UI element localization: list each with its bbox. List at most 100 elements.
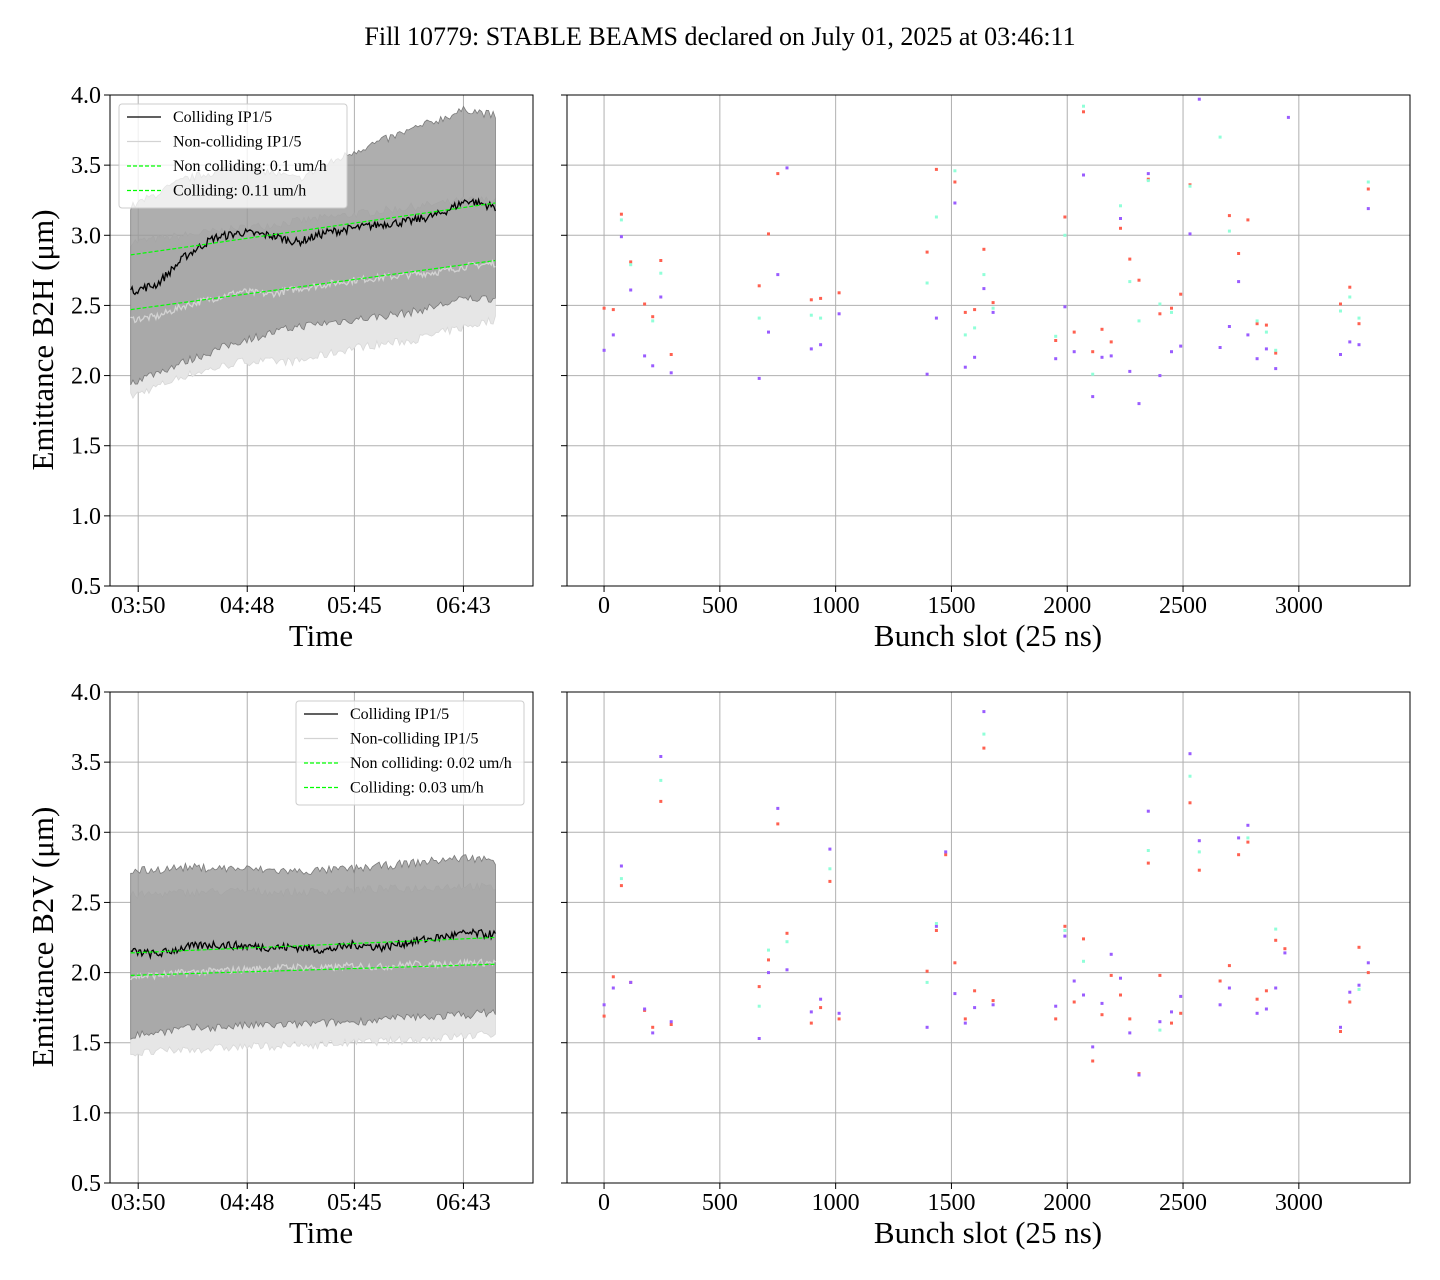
b2v-bunch-bunch-point	[1227, 964, 1231, 968]
b2v-bunch-bunch-point	[1348, 990, 1352, 994]
b2h-bunch-bunch-point	[757, 376, 761, 380]
b2v-bunch-xtick-label: 2500	[1159, 1190, 1207, 1216]
b2v-bunch-bunch-point	[1188, 752, 1192, 756]
b2v-bunch-bunch-point	[963, 1021, 967, 1025]
b2h-bunch-bunch-point	[1054, 357, 1058, 361]
b2h-bunch-bunch-point	[1082, 173, 1085, 177]
b2v-bunch-bunch-point	[643, 1007, 647, 1011]
b2v-bunch-bunch-point	[1063, 924, 1067, 928]
b2v-bunch-bunch-point	[1072, 1000, 1076, 1004]
b2v-bunch-bunch-point	[1082, 993, 1085, 997]
b2v-bunch-bunch-point	[785, 940, 789, 944]
b2v-bunch-bunch-point	[1339, 1030, 1342, 1033]
b2v-bunch-bunch-point	[1100, 1001, 1104, 1005]
b2h-bunch-bunch-point	[973, 326, 977, 330]
b2h-bunch-bunch-point	[1091, 395, 1095, 399]
b2h-bunch-bunch-point	[1348, 340, 1352, 344]
b2v-time-ytick-label: 4.0	[71, 680, 101, 706]
b2h-bunch-bunch-point	[659, 295, 663, 299]
b2v-bunch-bunch-point	[611, 986, 615, 990]
b2v-bunch-bunch-point	[776, 806, 780, 810]
b2h-legend: Colliding IP1/5 Non-colliding IP1/5 Non co…	[118, 103, 348, 209]
b2h-bunch-xtick-label: 500	[702, 593, 738, 619]
b2h-time-legend-label: Non colliding: 0.1 um/h	[173, 158, 327, 175]
b2h-bunch-bunch-point	[1366, 187, 1370, 191]
b2v-bunch-bunch-point	[991, 1003, 995, 1007]
b2v-bunch-bunch-point	[1146, 849, 1150, 852]
b2h-bunch-bunch-point	[991, 310, 995, 314]
b2h-bunch-bunch-point	[1197, 97, 1201, 101]
b2h-bunch-bunch-point	[1072, 350, 1076, 354]
b2v-time-legend-box	[295, 700, 525, 806]
b2h-bunch-bunch-point	[1146, 172, 1150, 176]
b2v-bunch-bunch-point	[828, 847, 832, 851]
b2h-bunch-bunch-point	[1158, 374, 1162, 378]
b2h-bunch-bunch-point	[1218, 346, 1222, 349]
b2h-bunch-bunch-point	[619, 235, 623, 239]
b2h-time-non-colliding-line	[130, 258, 496, 324]
b2v-bunch-bunch-point	[819, 1006, 823, 1010]
b2h-bunch-bunch-point	[1237, 280, 1241, 284]
b2v-bunch-bunch-point	[1146, 809, 1150, 813]
b2h-bunch-bunch-point	[934, 316, 938, 320]
b2v-bunch-xtick-label: 3000	[1275, 1190, 1323, 1216]
b2h-bunch-bunch-point	[643, 354, 647, 358]
b2v-bunch-bunch-point	[1109, 952, 1113, 956]
b2v-time-legend-label: Non colliding: 0.02 um/h	[350, 755, 512, 772]
b2h-bunch-bunch-point	[1100, 327, 1104, 331]
b2v-bunch-bunch-point	[1091, 1045, 1095, 1049]
b2h-bunch-bunch-point	[1179, 292, 1183, 296]
b2v-bunch-bunch-point	[757, 1037, 761, 1040]
b2v-time-ytick-label: 0.5	[71, 1171, 101, 1197]
b2v-bunch-bunch-point	[1274, 927, 1278, 931]
b2h-bunch-bunch-point	[1188, 232, 1192, 236]
b2v-time-non-colliding-line	[130, 958, 496, 981]
b2v-time-ylabel: Emittance B2V (μm)	[25, 807, 60, 1068]
b2v-bunch-bunch-point	[809, 1010, 813, 1014]
b2v-bunch-bunch-point	[953, 992, 957, 996]
b2h-time-legend-label: Colliding: 0.11 um/h	[173, 183, 306, 200]
b2h-bunch-bunch-point	[1264, 323, 1268, 327]
b2h-bunch-bunch-point	[1158, 312, 1162, 316]
b2h-bunch-bunch-point	[1128, 280, 1132, 284]
b2h-time-ytick-label: 0.5	[71, 574, 101, 600]
b2h-bunch-xtick-label: 2500	[1159, 593, 1207, 619]
b2v-bunch-bunch-point	[1255, 997, 1259, 1001]
b2v-bunch-bunch-point	[1082, 959, 1085, 963]
b2h-bunch-bunch-point	[1348, 285, 1352, 289]
b2v-bunch-bunch-point	[785, 968, 789, 972]
b2v-bunch-bunch-point	[934, 929, 938, 932]
b2h-bunch-xtick-label: 2000	[1043, 593, 1091, 619]
b2v-bunch-bunch-point	[982, 746, 986, 750]
b2v-time-legend-label: Colliding IP1/5	[350, 706, 449, 723]
b2v-bunch-bunch-point	[757, 1004, 761, 1008]
b2h-bunch-bunch-point	[1357, 322, 1361, 326]
b2h-bunch-bunch-point	[1227, 229, 1231, 233]
b2v-bunch-bunch-point	[785, 931, 789, 935]
b2h-bunch-bunch-point	[651, 319, 655, 323]
b2h-time-colliding-fit	[130, 202, 496, 256]
b2h-bunch-bunch-point	[1255, 322, 1259, 326]
b2v-bunch-bunch-point	[1063, 929, 1067, 932]
b2h-bunch-bunch-point	[934, 167, 938, 171]
b2h-bunch-bunch-point	[925, 250, 929, 254]
b2h-time-ytick-label: 3.5	[71, 153, 101, 179]
b2h-bunch-bunch-point	[973, 308, 977, 312]
b2h-bunch-bunch-point	[1072, 330, 1076, 334]
b2v-bunch-bunch-point	[934, 924, 938, 928]
b2h-bunch-bunch-point	[602, 348, 606, 352]
b2h-bunch-bunch-point	[1348, 295, 1352, 299]
b2h-bunch-bunch-point	[1179, 344, 1183, 348]
b2h-bunch-bunch-point	[837, 312, 841, 316]
b2v-bunch-bunch-point	[1357, 987, 1361, 991]
b2v-bunch-bunch-point	[1197, 850, 1201, 854]
b2v-bunch-bunch-point	[1188, 801, 1192, 805]
b2v-bunch-bunch-point	[619, 864, 623, 868]
b2h-time-legend-label: Colliding IP1/5	[173, 109, 272, 126]
b2v-bunch-xtick-label: 2000	[1043, 1190, 1091, 1216]
b2h-bunch-bunch-point	[669, 353, 673, 356]
b2v-bunch-bunch-point	[1146, 861, 1150, 865]
b2v-bunch-bunch-point	[1366, 971, 1370, 975]
b2h-bunch-bunch-point	[776, 273, 780, 277]
b2h-time-ytick-label: 3.0	[71, 223, 101, 249]
